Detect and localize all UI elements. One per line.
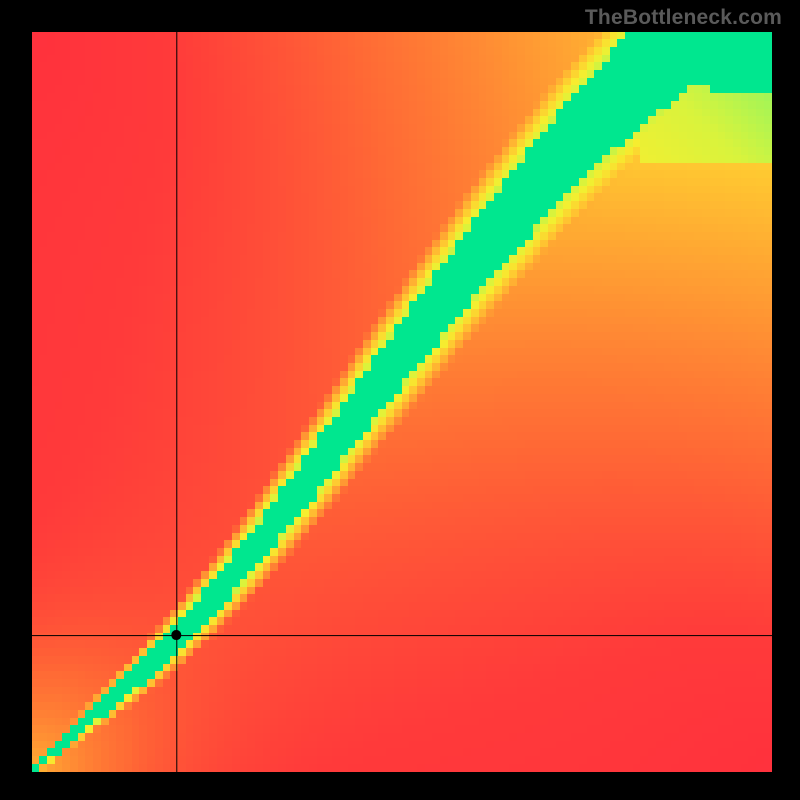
chart-container: TheBottleneck.com	[0, 0, 800, 800]
heatmap-plot	[32, 32, 772, 772]
heatmap-canvas	[32, 32, 772, 772]
watermark-text: TheBottleneck.com	[585, 6, 782, 30]
